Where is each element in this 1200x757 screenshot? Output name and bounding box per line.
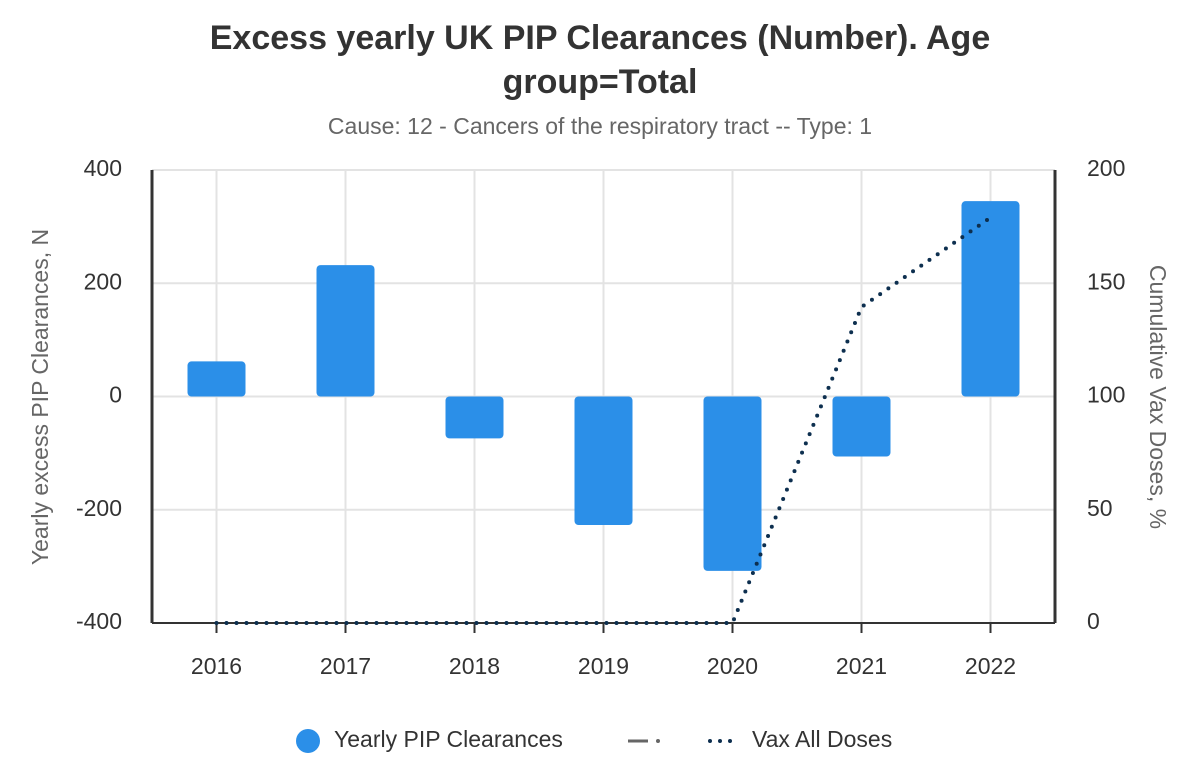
y2-axis-label: Cumulative Vax Doses, % [1145, 265, 1171, 529]
y-tick-label: -400 [76, 608, 122, 634]
bar [445, 396, 504, 439]
legend-symbol [656, 739, 660, 743]
x-tick-label: 2022 [965, 653, 1016, 679]
y2-tick-label: 50 [1087, 495, 1113, 521]
chart-subtitle: Cause: 12 - Cancers of the respiratory t… [328, 113, 872, 139]
y2-tick-label: 100 [1087, 382, 1125, 408]
x-tick-label: 2020 [707, 653, 758, 679]
bar [316, 265, 375, 397]
bar [961, 201, 1020, 397]
y-tick-label: 400 [84, 155, 122, 181]
y2-tick-label: 150 [1087, 268, 1125, 294]
x-tick-label: 2016 [191, 653, 242, 679]
bar [832, 396, 891, 457]
y-axis-label: Yearly excess PIP Clearances, N [27, 229, 53, 565]
legend-label: Yearly PIP Clearances [334, 726, 563, 752]
y-tick-label: 0 [109, 382, 122, 408]
legend-symbol [296, 729, 320, 753]
legend-label: Vax All Doses [752, 726, 892, 752]
y2-tick-label: 0 [1087, 608, 1100, 634]
y-tick-label: -200 [76, 495, 122, 521]
chart-title: Excess yearly UK PIP Clearances (Number)… [209, 19, 991, 101]
x-tick-label: 2017 [320, 653, 371, 679]
y2-tick-label: 200 [1087, 155, 1125, 181]
x-tick-label: 2021 [836, 653, 887, 679]
y-tick-label: 200 [84, 268, 122, 294]
bar [187, 361, 246, 397]
bar [574, 396, 633, 526]
line [214, 215, 993, 625]
x-tick-label: 2018 [449, 653, 500, 679]
bar [703, 396, 762, 571]
x-tick-label: 2019 [578, 653, 629, 679]
